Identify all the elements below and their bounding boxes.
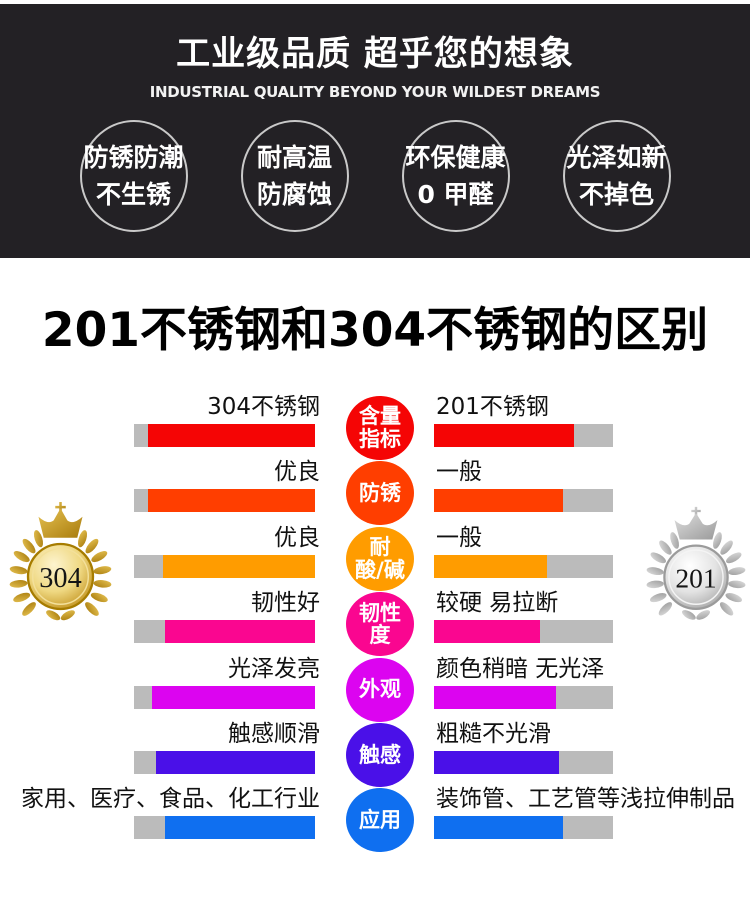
- badge-201: 201: [646, 506, 746, 620]
- right-bar-fill: [434, 751, 560, 774]
- right-bar-fill: [434, 685, 556, 709]
- right-bar: [434, 751, 613, 774]
- feature-text: 耐高温 防腐蚀: [256, 142, 332, 210]
- right-value-label: 一般: [436, 459, 482, 486]
- left-bar-fill: [162, 554, 315, 578]
- feature-text: 环保健康 0 甲醛: [405, 142, 506, 210]
- left-value-label: 304不锈钢: [207, 394, 320, 420]
- metric-label: 韧性 度: [359, 600, 401, 648]
- hero-banner: 工业级品质 超乎您的想象 INDUSTRIAL QUALITY BEYOND Y…: [0, 4, 750, 258]
- feature-circle: 耐高温 防腐蚀: [240, 120, 349, 232]
- crown-icon: [674, 512, 718, 540]
- laurel-wreath-icon: [646, 532, 746, 620]
- left-bar: [134, 751, 315, 774]
- left-bar-fill: [164, 816, 315, 840]
- right-bar-fill: [434, 620, 540, 644]
- feature-list: 防锈防潮 不生锈 耐高温 防腐蚀 环保健康 0 甲醛 光泽如新 不掉色: [0, 120, 750, 232]
- feature-circle: 环保健康 0 甲醛: [401, 120, 510, 232]
- left-bar: [134, 620, 315, 644]
- metric-circle: 外观: [346, 657, 414, 722]
- right-bar: [434, 554, 613, 578]
- left-value-label: 家用、医疗、食品、化工行业: [21, 786, 320, 813]
- hero-title: 工业级品质 超乎您的想象: [176, 34, 574, 74]
- right-bar: [434, 685, 613, 709]
- metric-label: 触感: [359, 742, 401, 767]
- feature-circle: 光泽如新 不掉色: [562, 120, 671, 232]
- left-bar: [134, 816, 315, 840]
- hero-subtitle: INDUSTRIAL QUALITY BEYOND YOUR WILDEST D…: [149, 83, 601, 101]
- left-bar: [134, 424, 315, 447]
- laurel-wreath-icon: [9, 530, 112, 621]
- metric-label: 防锈: [359, 481, 401, 506]
- right-value-label: 较硬 易拉断: [436, 590, 559, 617]
- right-bar: [434, 489, 613, 513]
- left-bar-fill: [152, 685, 315, 709]
- feature-circle: 防锈防潮 不生锈: [79, 120, 188, 232]
- metric-label: 应用: [359, 808, 401, 833]
- metric-circle: 韧性 度: [346, 592, 414, 657]
- right-value-label: 装饰管、工艺管等浅拉伸制品: [436, 786, 735, 813]
- metric-circle: 应用: [346, 788, 414, 853]
- metric-circle: 含量 指标: [346, 396, 414, 460]
- badge-value: 201: [675, 562, 716, 593]
- right-bar-fill: [434, 554, 547, 578]
- comparison-row: 304不锈钢 201不锈钢 含量 指标: [0, 393, 750, 460]
- left-value-label: 优良: [274, 524, 320, 551]
- right-bar-fill: [434, 424, 574, 447]
- left-bar-fill: [148, 424, 315, 447]
- comparison-row: 触感顺滑 粗糙不光滑 触感: [0, 720, 750, 787]
- right-value-label: 201不锈钢: [436, 394, 549, 420]
- left-value-label: 优良: [274, 459, 320, 486]
- comparison-row: 光泽发亮 颜色稍暗 无光泽 外观: [0, 655, 750, 722]
- left-bar-fill: [155, 751, 315, 774]
- comparison-row: 家用、医疗、食品、化工行业 装饰管、工艺管等浅拉伸制品 应用: [0, 785, 750, 853]
- feature-text: 光泽如新 不掉色: [566, 142, 667, 210]
- badge-304: 304: [9, 502, 112, 621]
- right-bar-fill: [434, 816, 563, 840]
- left-bar: [134, 685, 315, 709]
- comparison-row: 优良 一般 耐 酸/碱: [0, 524, 750, 591]
- metric-circle: 耐 酸/碱: [346, 526, 414, 591]
- right-bar: [434, 816, 613, 840]
- metric-label: 含量 指标: [359, 404, 401, 451]
- left-bar: [134, 554, 315, 578]
- badge-value: 304: [39, 563, 81, 594]
- comparison-row: 韧性好 较硬 易拉断 韧性 度: [0, 589, 750, 657]
- metric-circle: 触感: [346, 723, 414, 787]
- feature-text: 防锈防潮 不生锈: [83, 142, 184, 210]
- left-value-label: 触感顺滑: [228, 721, 320, 747]
- medal-icon: [663, 544, 729, 610]
- left-bar-fill: [148, 489, 315, 513]
- comparison-row: 优良 一般 防锈: [0, 458, 750, 526]
- metric-circle: 防锈: [346, 461, 414, 526]
- medal-icon: [26, 542, 95, 611]
- crown-icon: [38, 508, 83, 538]
- right-bar: [434, 620, 613, 644]
- right-bar-fill: [434, 489, 563, 513]
- section-title: 201不锈钢和304不锈钢的区别: [41, 303, 709, 358]
- right-value-label: 一般: [436, 524, 482, 551]
- left-value-label: 光泽发亮: [228, 655, 320, 682]
- left-bar: [134, 489, 315, 513]
- crown-icon: [691, 506, 701, 517]
- right-value-label: 粗糙不光滑: [436, 721, 551, 747]
- right-bar: [434, 424, 613, 447]
- metric-label: 外观: [359, 677, 401, 702]
- right-value-label: 颜色稍暗 无光泽: [436, 655, 605, 682]
- left-bar-fill: [164, 620, 315, 644]
- left-value-label: 韧性好: [251, 590, 320, 617]
- crown-icon: [55, 502, 66, 514]
- metric-label: 耐 酸/碱: [355, 535, 405, 582]
- comparison-chart: 304: [0, 393, 750, 883]
